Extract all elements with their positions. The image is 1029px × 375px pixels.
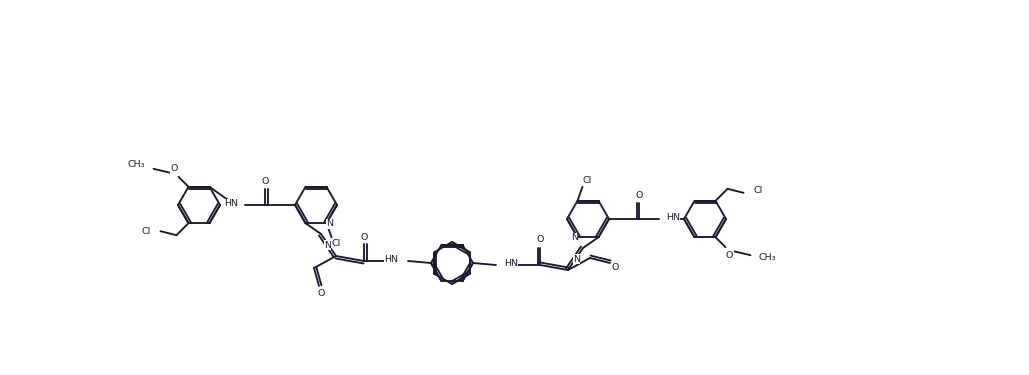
Text: O: O [536, 236, 543, 244]
Text: O: O [317, 288, 325, 297]
Text: O: O [611, 264, 618, 273]
Text: O: O [261, 177, 269, 186]
Text: HN: HN [504, 260, 518, 268]
Text: O: O [171, 164, 178, 173]
Text: N: N [326, 219, 333, 228]
Text: CH₃: CH₃ [758, 253, 776, 262]
Text: N: N [573, 255, 580, 264]
Text: CH₃: CH₃ [128, 160, 145, 170]
Text: Cl: Cl [582, 176, 592, 185]
Text: O: O [635, 190, 643, 200]
Text: Cl: Cl [753, 186, 762, 195]
Text: HN: HN [666, 213, 680, 222]
Text: N: N [324, 240, 331, 249]
Text: HN: HN [384, 255, 398, 264]
Text: Cl: Cl [332, 238, 342, 248]
Text: Cl: Cl [141, 226, 150, 236]
Text: O: O [725, 251, 734, 260]
Text: HN: HN [224, 200, 238, 208]
Text: O: O [360, 232, 367, 242]
Text: N: N [571, 234, 578, 243]
